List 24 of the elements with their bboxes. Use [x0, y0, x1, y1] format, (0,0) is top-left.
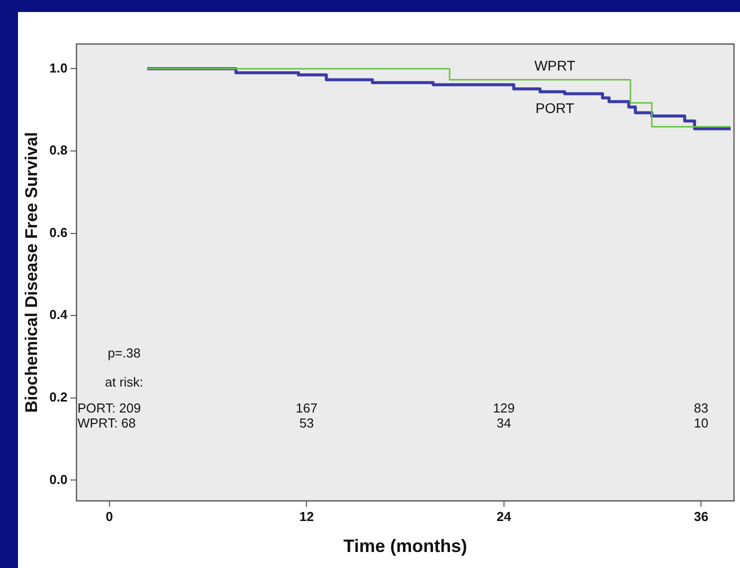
annotation: 53: [299, 415, 314, 430]
y-tick-label: 0.2: [49, 389, 68, 404]
annotation: WPRT: 68: [77, 415, 136, 430]
annotation: 83: [694, 400, 708, 416]
series-label: PORT: [536, 100, 575, 116]
x-tick-label: 0: [106, 509, 113, 524]
y-tick-label: 0.8: [49, 142, 68, 158]
annotation: 167: [296, 400, 318, 416]
y-tick-label: 0.6: [49, 224, 68, 240]
x-tick-label: 24: [496, 509, 512, 524]
x-tick-label: 12: [299, 509, 314, 524]
series-label: WPRT: [534, 57, 576, 74]
annotation: at risk:: [104, 374, 144, 390]
annotation: 34: [496, 415, 512, 430]
x-axis-title: Time (months): [343, 536, 468, 556]
annotation: p=.38: [108, 345, 141, 360]
y-tick-label: 1.0: [49, 60, 68, 76]
y-tick-label: 0.4: [49, 307, 68, 322]
annotation: 129: [493, 400, 515, 416]
y-tick-label: 0.0: [49, 472, 68, 487]
x-tick-label: 36: [694, 509, 708, 524]
annotation: PORT: 209: [77, 400, 141, 416]
y-axis-title: Biochemical Disease Free Survival: [22, 132, 41, 413]
annotation: 10: [694, 415, 708, 430]
